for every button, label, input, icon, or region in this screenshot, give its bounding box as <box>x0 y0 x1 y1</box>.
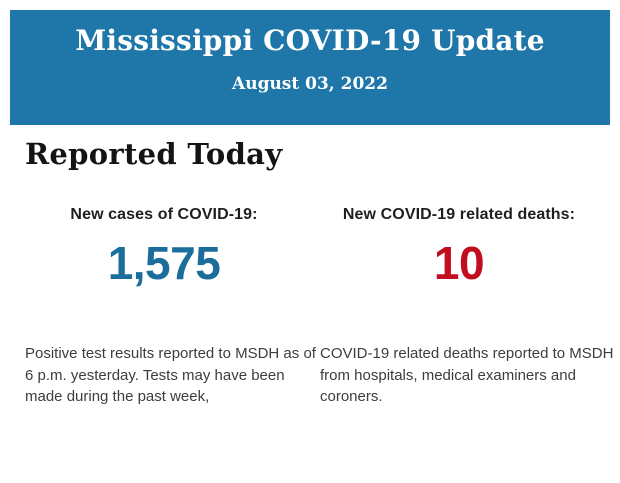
new-deaths-label: New COVID-19 related deaths: <box>342 206 576 223</box>
page-title: Mississippi COVID-19 Update <box>75 24 545 57</box>
new-deaths-value: 10 <box>433 237 485 289</box>
new-cases-value: 1,575 <box>107 237 221 289</box>
report-date: August 03, 2022 <box>232 74 388 95</box>
stat-new-deaths: New COVID-19 related deaths: 10 COVID-19… <box>320 206 613 408</box>
section-heading: Reported Today <box>25 137 283 171</box>
new-deaths-description: COVID-19 related deaths reported to MSDH… <box>320 345 614 405</box>
stat-new-cases: New cases of COVID-19: 1,575 Positive te… <box>25 206 316 408</box>
new-cases-label: New cases of COVID-19: <box>70 206 258 223</box>
header-band: Mississippi COVID-19 Update August 03, 2… <box>10 10 610 125</box>
new-cases-description: Positive test results reported to MSDH a… <box>25 345 316 405</box>
